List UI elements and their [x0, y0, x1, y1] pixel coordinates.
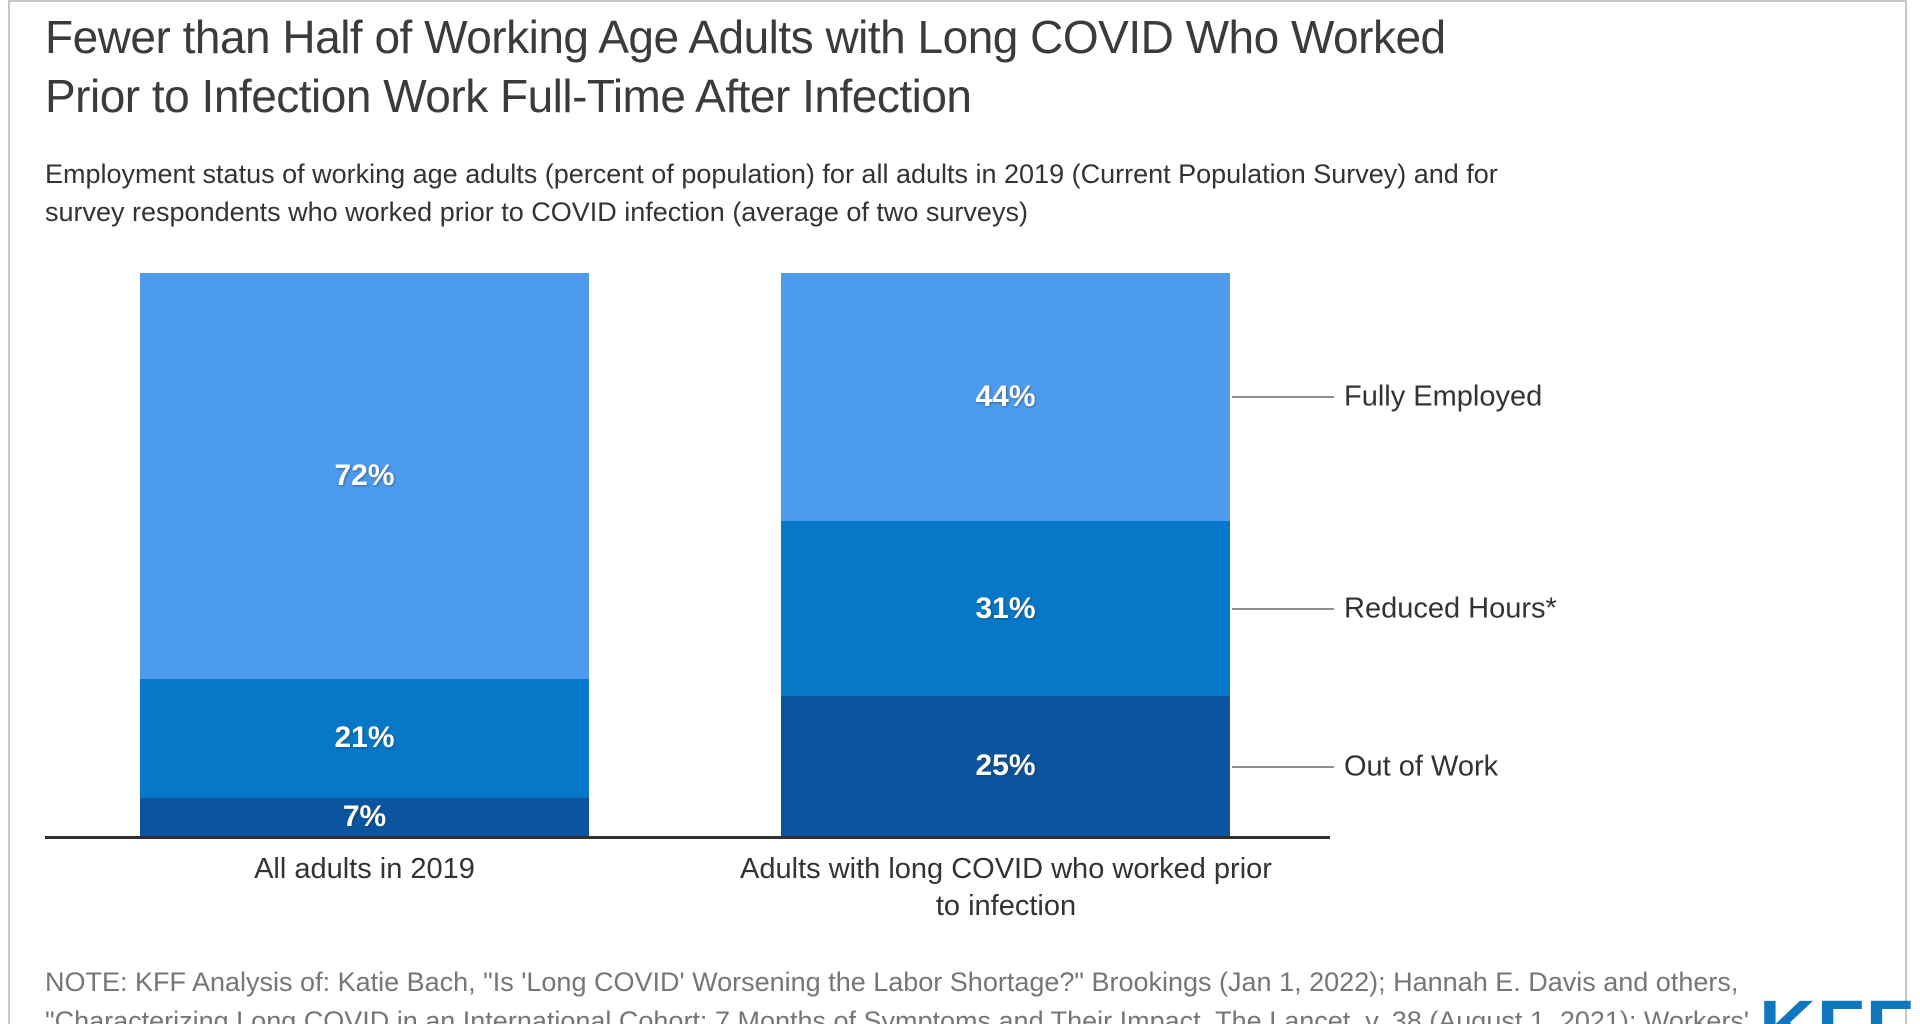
callout-line-fully-employed	[1232, 396, 1334, 398]
chart-title: Fewer than Half of Working Age Adults wi…	[45, 8, 1865, 126]
bar-segment-value-label: 44%	[975, 380, 1036, 414]
bar-segment: 21%	[140, 679, 589, 798]
bar-segment-value-label: 21%	[334, 721, 395, 755]
chart-title-line-1: Fewer than Half of Working Age Adults wi…	[45, 11, 1446, 63]
bar-segment: 44%	[781, 273, 1230, 522]
category-label-long-covid-adults: Adults with long COVID who worked prior …	[740, 853, 1272, 922]
bar-segment: 72%	[140, 273, 589, 680]
x-axis-line	[45, 836, 1330, 839]
bar-segment: 7%	[140, 797, 589, 837]
legend-label-fully-employed: Fully Employed	[1344, 380, 1543, 413]
callout-line-out-of-work	[1232, 766, 1334, 768]
bar-segment: 25%	[781, 695, 1230, 837]
kff-logo: KFF	[1759, 984, 1915, 1024]
legend-label-reduced-hours: Reduced Hours*	[1344, 592, 1557, 625]
legend-label-out-of-work: Out of Work	[1344, 750, 1499, 783]
category-label-all-adults-2019: All adults in 2019	[254, 853, 475, 885]
source-note-line-2: "Characterizing Long COVID in an Interna…	[45, 1006, 1750, 1024]
chart-subtitle: Employment status of working age adults …	[45, 155, 1875, 231]
stacked-bar-all-adults-2019: 72% 21% 7%	[140, 273, 589, 837]
stacked-bar-long-covid-adults: 44% 31% 25%	[781, 273, 1230, 837]
chart-title-line-2: Prior to Infection Work Full-Time After …	[45, 70, 972, 122]
bar-segment-value-label: 72%	[334, 459, 395, 493]
bar-segment: 31%	[781, 521, 1230, 696]
callout-line-reduced-hours	[1232, 608, 1334, 610]
bar-segment-value-label: 31%	[975, 591, 1036, 625]
chart-subtitle-line-2: survey respondents who worked prior to C…	[45, 197, 1028, 227]
bar-segment-value-label: 7%	[342, 800, 387, 834]
chart-subtitle-line-1: Employment status of working age adults …	[45, 159, 1498, 189]
source-note-line-1: NOTE: KFF Analysis of: Katie Bach, "Is '…	[45, 967, 1739, 997]
source-note: NOTE: KFF Analysis of: Katie Bach, "Is '…	[45, 963, 1765, 1024]
bar-segment-value-label: 25%	[975, 749, 1036, 783]
